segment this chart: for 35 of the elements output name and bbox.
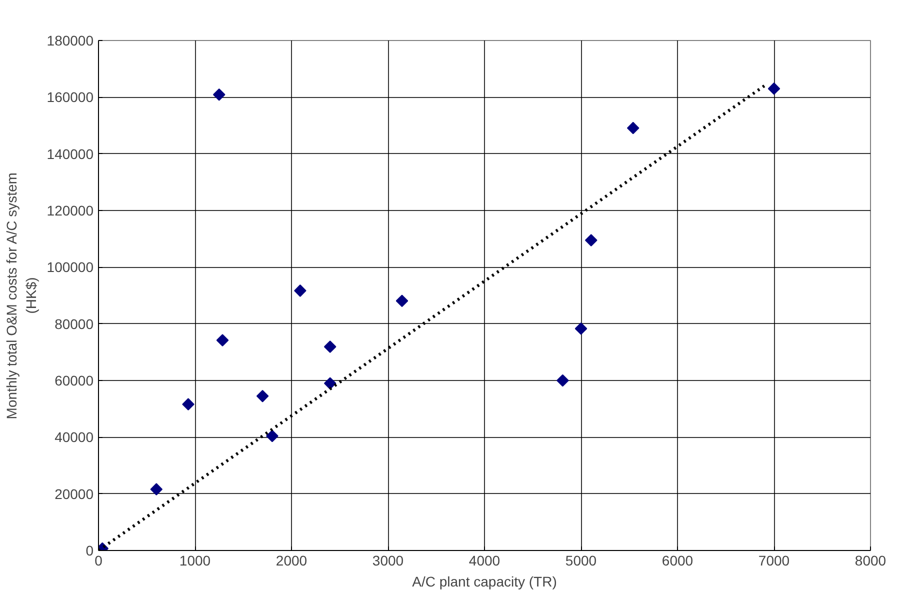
point	[324, 340, 336, 353]
point	[216, 334, 229, 346]
point	[150, 483, 163, 496]
x-tick-label: 4000	[468, 552, 500, 568]
point	[396, 294, 408, 308]
point	[212, 88, 226, 101]
point	[574, 322, 588, 335]
y-tick-label: 60000	[54, 372, 94, 388]
point	[584, 234, 598, 246]
y-tick-label: 180000	[46, 32, 94, 48]
x-tick-label: 5000	[565, 552, 597, 568]
y-tick-label: 160000	[46, 89, 94, 106]
point	[626, 122, 640, 134]
y-axis-title: Monthly total O&M costs for A/C system (HK$)	[4, 172, 39, 420]
point	[256, 390, 269, 402]
x-tick-label: 7000	[758, 552, 790, 568]
y-tick-label: 20000	[54, 486, 94, 502]
y-tick-label: 40000	[54, 429, 94, 446]
point	[294, 284, 306, 297]
y-tick-label: 0	[86, 542, 94, 558]
point	[324, 377, 336, 390]
point	[768, 82, 780, 95]
x-tick-label: 1000	[179, 552, 211, 568]
x-tick-label: 2000	[276, 552, 308, 568]
point	[182, 398, 194, 410]
y-tick-label: 80000	[54, 316, 94, 332]
y-tick-label: 140000	[46, 146, 94, 162]
point	[556, 374, 569, 387]
x-axis-title: A/C plant capacity (TR)	[412, 574, 557, 590]
y-tick-label: 120000	[46, 202, 94, 218]
x-tick-label: 8000	[854, 552, 886, 568]
point	[266, 430, 278, 442]
x-tick-label: 6000	[662, 552, 694, 568]
x-tick-label: 3000	[372, 552, 404, 568]
y-tick-label: 100000	[46, 259, 94, 276]
